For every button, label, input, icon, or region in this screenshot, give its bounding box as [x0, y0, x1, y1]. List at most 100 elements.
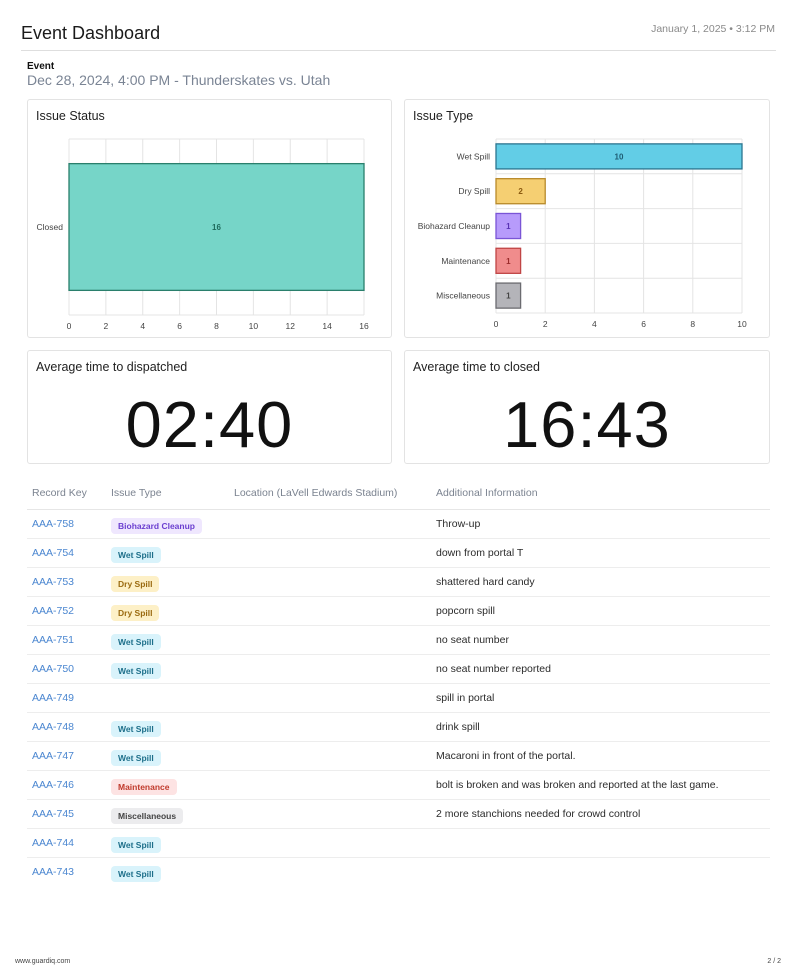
table-row[interactable]: AAA-745 Miscellaneous 2 more stanchions ne… [27, 800, 770, 829]
additional-info-cell: bolt is broken and was broken and report… [436, 779, 719, 791]
tick-label: 4 [140, 321, 145, 331]
issue-type-badge: Miscellaneous [111, 808, 184, 824]
issue-type-badge: Wet Spill [111, 721, 161, 737]
table-row[interactable]: AAA-744 Wet Spill [27, 829, 770, 858]
footer-url: www.guardiq.com [15, 958, 71, 965]
issue-type-cell: Dry Spill [111, 574, 160, 592]
table-row[interactable]: AAA-747 Wet Spill Macaroni in front of the… [27, 742, 770, 771]
title-divider [21, 50, 776, 51]
tick-label: 6 [641, 319, 646, 329]
bar-value-label: 1 [506, 222, 511, 231]
table-header: Record Key Issue Type Location (LaVell E… [27, 480, 770, 510]
tick-label: 12 [286, 321, 296, 331]
tick-label: 4 [592, 319, 597, 329]
bar [495, 247, 522, 274]
table-row[interactable]: AAA-753 Dry Spill shattered hard candy [27, 568, 770, 597]
issue-type-badge: Wet Spill [111, 837, 161, 853]
issue-type-cell: Wet Spill [111, 661, 161, 679]
record-key-link[interactable]: AAA-746 [32, 779, 75, 791]
additional-info-cell: popcorn spill [436, 605, 495, 617]
records-table: Record Key Issue Type Location (LaVell E… [27, 480, 770, 887]
footer-page-number: 2 / 2 [767, 958, 781, 965]
additional-info-cell: spill in portal [436, 692, 495, 704]
header-record-key[interactable]: Record Key [32, 487, 87, 499]
bar-value-label: 1 [506, 257, 511, 266]
avg-dispatched-title: Average time to dispatched [36, 360, 188, 374]
issue-type-cell: Wet Spill [111, 835, 161, 853]
record-key-link[interactable]: AAA-744 [32, 837, 75, 849]
bar [495, 143, 743, 170]
category-label: Biohazard Cleanup [418, 221, 491, 231]
tick-label: 6 [177, 321, 182, 331]
issue-type-cell: Biohazard Cleanup [111, 516, 202, 534]
header-location[interactable]: Location (LaVell Edwards Stadium) [234, 487, 398, 499]
tick-label: 2 [543, 319, 548, 329]
additional-info-cell: down from portal T [436, 547, 524, 559]
record-key-link[interactable]: AAA-754 [32, 547, 75, 559]
category-label: Closed [37, 222, 64, 232]
bar-value-label: 1 [506, 292, 511, 301]
table-row[interactable]: AAA-748 Wet Spill drink spill [27, 713, 770, 742]
record-key-link[interactable]: AAA-745 [32, 808, 75, 820]
table-body: AAA-758 Biohazard Cleanup Throw-up AAA-754 W… [27, 510, 770, 887]
issue-type-cell: Wet Spill [111, 864, 161, 882]
table-row[interactable]: AAA-758 Biohazard Cleanup Throw-up [27, 510, 770, 539]
bar [495, 282, 522, 309]
bar-value-label: 10 [615, 152, 624, 161]
record-key-link[interactable]: AAA-752 [32, 605, 75, 617]
issue-type-cell: Wet Spill [111, 632, 161, 650]
issue-status-title: Issue Status [36, 109, 105, 123]
tick-label: 8 [214, 321, 219, 331]
category-label: Miscellaneous [436, 291, 490, 301]
record-key-link[interactable]: AAA-748 [32, 721, 75, 733]
issue-type-badge: Wet Spill [111, 663, 161, 679]
record-key-link[interactable]: AAA-743 [32, 866, 75, 878]
tick-label: 2 [104, 321, 109, 331]
issue-type-cell: Dry Spill [111, 603, 160, 621]
record-key-link[interactable]: AAA-750 [32, 663, 75, 675]
issue-type-badge: Maintenance [111, 779, 177, 795]
category-label: Dry Spill [458, 186, 490, 196]
header-additional-info[interactable]: Additional Information [436, 487, 538, 499]
header-issue-type[interactable]: Issue Type [111, 487, 162, 499]
record-key-link[interactable]: AAA-751 [32, 634, 75, 646]
avg-dispatched-card: Average time to dispatched 02:40 [27, 350, 392, 464]
record-key-link[interactable]: AAA-749 [32, 692, 75, 704]
avg-dispatched-value: 02:40 [125, 388, 294, 461]
avg-closed-title: Average time to closed [413, 360, 540, 374]
record-key-link[interactable]: AAA-758 [32, 518, 75, 530]
issue-type-title: Issue Type [413, 109, 474, 123]
additional-info-cell: shattered hard candy [436, 576, 535, 588]
additional-info-cell: no seat number reported [436, 663, 551, 675]
bar-value-label: 2 [518, 187, 523, 196]
table-row[interactable]: AAA-752 Dry Spill popcorn spill [27, 597, 770, 626]
issue-type-badge: Biohazard Cleanup [111, 518, 202, 534]
avg-closed-value: 16:43 [503, 388, 671, 461]
issue-type-badge: Wet Spill [111, 547, 161, 563]
table-row[interactable]: AAA-746 Maintenance bolt is broken and was… [27, 771, 770, 800]
table-row[interactable]: AAA-749 spill in portal [27, 684, 770, 713]
issue-type-card: Issue Type 10 Wet Spill 2 Dry Spill 1 Biohaza… [404, 99, 770, 338]
category-label: Wet Spill [457, 151, 490, 161]
category-label: Maintenance [441, 256, 490, 266]
issue-type-cell: Wet Spill [111, 748, 161, 766]
issue-type-badge: Dry Spill [111, 605, 160, 621]
table-row[interactable]: AAA-743 Wet Spill [27, 858, 770, 887]
tick-label: 10 [249, 321, 259, 331]
tick-label: 0 [494, 319, 499, 329]
additional-info-cell: drink spill [436, 721, 480, 733]
issue-type-badge: Dry Spill [111, 576, 160, 592]
record-key-link[interactable]: AAA-747 [32, 750, 75, 762]
additional-info-cell: Throw-up [436, 518, 481, 530]
table-row[interactable]: AAA-754 Wet Spill down from portal T [27, 539, 770, 568]
additional-info-cell: Macaroni in front of the portal. [436, 750, 576, 762]
table-row[interactable]: AAA-751 Wet Spill no seat number [27, 626, 770, 655]
issue-type-cell: Wet Spill [111, 719, 161, 737]
page-title: Event Dashboard [21, 23, 161, 43]
event-value: Dec 28, 2024, 4:00 PM - Thunderskates vs… [27, 72, 331, 88]
bar [68, 162, 365, 292]
issue-type-badge: Wet Spill [111, 866, 161, 882]
record-key-link[interactable]: AAA-753 [32, 576, 75, 588]
issue-status-card: Issue Status 16 Closed 0 2 4 6 8 10 12 14 16 [27, 99, 392, 338]
table-row[interactable]: AAA-750 Wet Spill no seat number reported [27, 655, 770, 684]
